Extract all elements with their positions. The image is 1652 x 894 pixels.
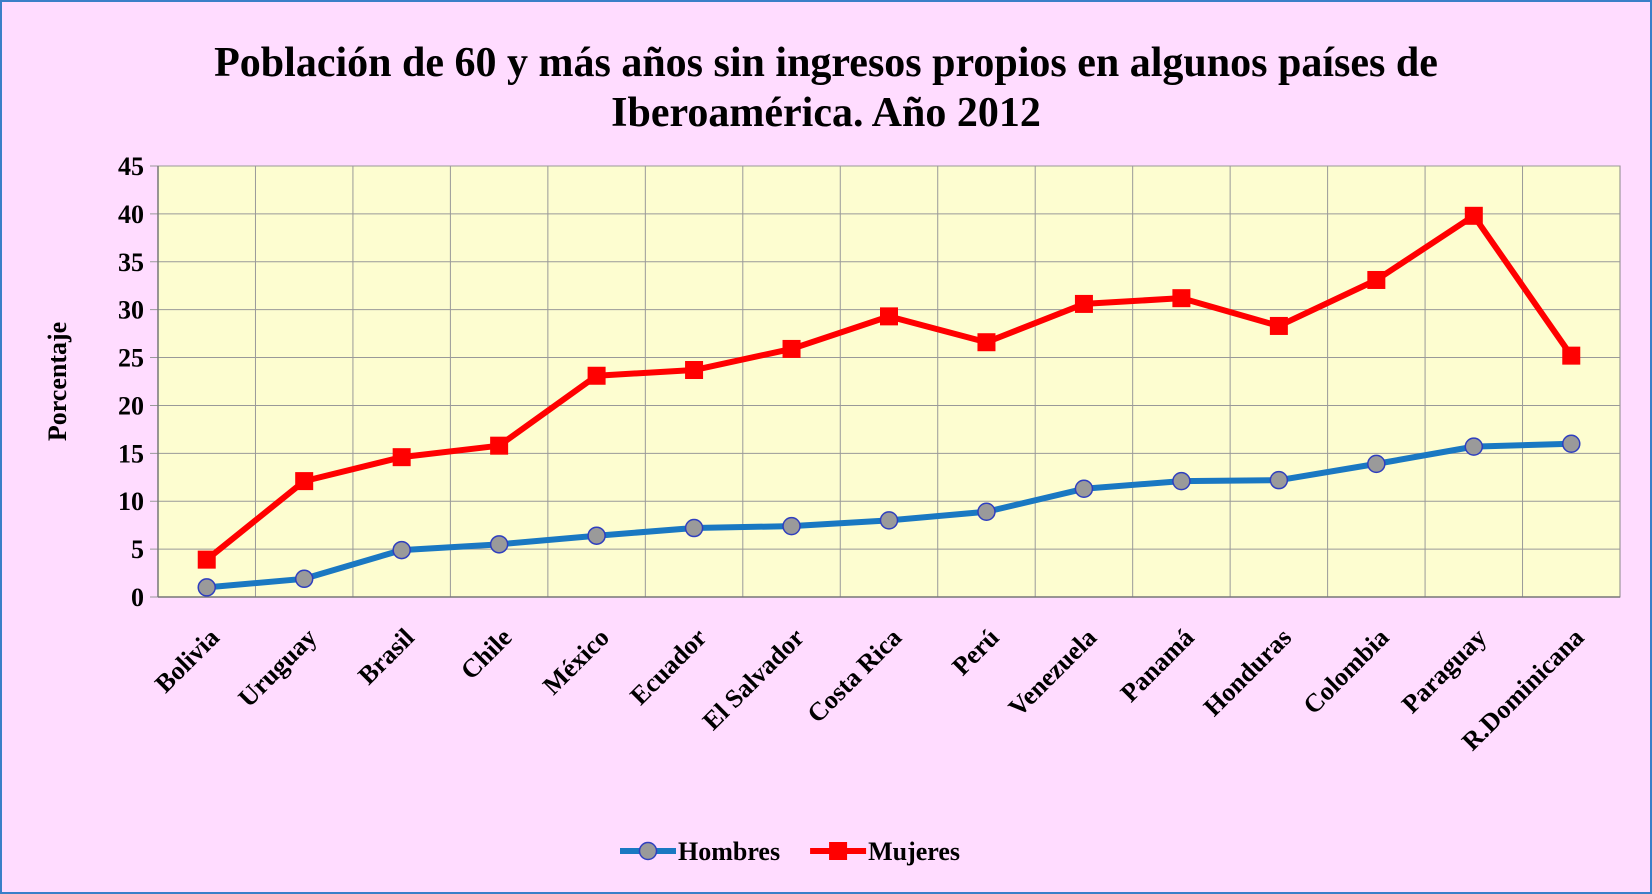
x-tick-label: Paraguay xyxy=(1396,623,1492,719)
x-tick-label: Brasil xyxy=(352,623,419,690)
y-tick-label: 10 xyxy=(118,487,144,516)
marker xyxy=(880,307,898,326)
legend-item: Hombres xyxy=(620,837,780,866)
marker xyxy=(197,578,216,597)
legend-label: Hombres xyxy=(678,837,780,866)
marker xyxy=(685,361,704,380)
x-tick-label: Ecuador xyxy=(624,623,712,711)
plot-area xyxy=(157,165,1621,598)
y-tick-label: 5 xyxy=(131,535,144,564)
chart-title: Población de 60 y más años sin ingresos … xyxy=(214,40,1438,136)
marker xyxy=(1464,206,1483,225)
marker xyxy=(1172,289,1191,308)
series xyxy=(197,434,1581,597)
y-tick-label: 20 xyxy=(118,391,144,420)
marker xyxy=(782,339,801,358)
legend-marker xyxy=(829,842,848,860)
marker xyxy=(1562,346,1581,365)
y-tick-label: 15 xyxy=(118,439,144,468)
marker xyxy=(1074,294,1093,313)
x-tick-label: Colombia xyxy=(1297,623,1394,720)
marker xyxy=(587,366,606,385)
series xyxy=(197,206,1581,569)
x-tick-label: Perú xyxy=(946,623,1004,681)
y-tick-label: 0 xyxy=(131,583,144,612)
y-axis-label: Porcentaje xyxy=(43,322,72,441)
marker xyxy=(782,516,801,536)
marker xyxy=(1269,470,1289,490)
marker xyxy=(1074,479,1094,499)
marker xyxy=(1367,454,1386,474)
y-tick-label: 40 xyxy=(118,200,144,229)
x-tick-label: México xyxy=(537,623,615,701)
x-tick-label: Uruguay xyxy=(232,623,322,713)
marker xyxy=(295,472,314,491)
x-tick-label: Venezuela xyxy=(1003,623,1102,722)
marker xyxy=(879,511,899,530)
legend-label: Mujeres xyxy=(868,837,960,866)
x-tick-label: Chile xyxy=(455,623,517,685)
marker xyxy=(977,333,996,352)
x-tick-label: Bolivia xyxy=(149,623,225,699)
marker xyxy=(294,569,314,589)
marker xyxy=(1172,471,1191,491)
marker xyxy=(1464,437,1484,456)
x-tick-label: El Salvador xyxy=(697,623,810,736)
legend-item: Mujeres xyxy=(810,837,960,866)
x-tick-label: Costa Rica xyxy=(801,623,907,729)
marker xyxy=(1269,316,1288,335)
marker xyxy=(197,550,216,569)
marker xyxy=(1367,270,1386,289)
legend-marker xyxy=(638,841,658,861)
marker xyxy=(489,535,509,554)
marker xyxy=(392,448,411,467)
marker xyxy=(1562,434,1581,454)
y-tick-label: 45 xyxy=(118,152,144,181)
marker xyxy=(684,518,704,538)
x-tick-label: Panamá xyxy=(1115,623,1200,708)
marker xyxy=(490,436,509,455)
x-tick-label: Honduras xyxy=(1198,623,1297,722)
marker xyxy=(587,526,606,545)
marker xyxy=(977,502,996,522)
marker xyxy=(392,540,411,560)
y-tick-label: 30 xyxy=(118,296,144,325)
y-tick-label: 25 xyxy=(118,344,144,373)
y-tick-label: 35 xyxy=(118,248,144,277)
